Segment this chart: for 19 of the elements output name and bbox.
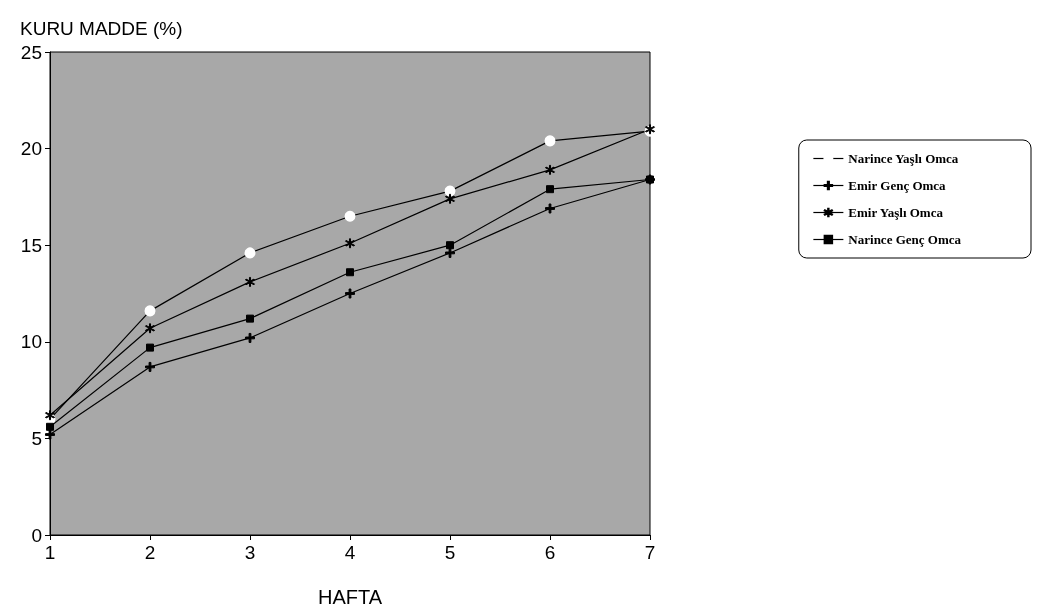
- y-tick-label: 0: [31, 524, 42, 546]
- y-tick-label: 15: [20, 234, 42, 256]
- x-tick-label: 3: [244, 542, 256, 563]
- x-tick-label: 2: [144, 542, 156, 563]
- legend-label: Narince Yaşlı Omca: [848, 151, 959, 166]
- x-tick-label: 6: [544, 542, 556, 563]
- y-tick-label: 20: [20, 138, 42, 160]
- y-tick-label: 10: [20, 331, 42, 353]
- legend-label: Emir Yaşlı Omca: [848, 205, 944, 220]
- y-tick-label: 5: [31, 427, 42, 449]
- legend-label: Narince Genç Omca: [848, 232, 962, 247]
- x-tick-label: 7: [644, 542, 656, 563]
- x-tick-label: 1: [44, 542, 56, 563]
- legend-label: Emir Genç Omca: [848, 178, 947, 193]
- y-tick-label: 25: [20, 41, 42, 63]
- x-tick-label: 4: [344, 542, 356, 563]
- x-tick-label: 5: [444, 542, 456, 563]
- x-axis-title: HAFTA: [317, 586, 383, 608]
- y-axis-title: KURU MADDE (%): [20, 18, 183, 39]
